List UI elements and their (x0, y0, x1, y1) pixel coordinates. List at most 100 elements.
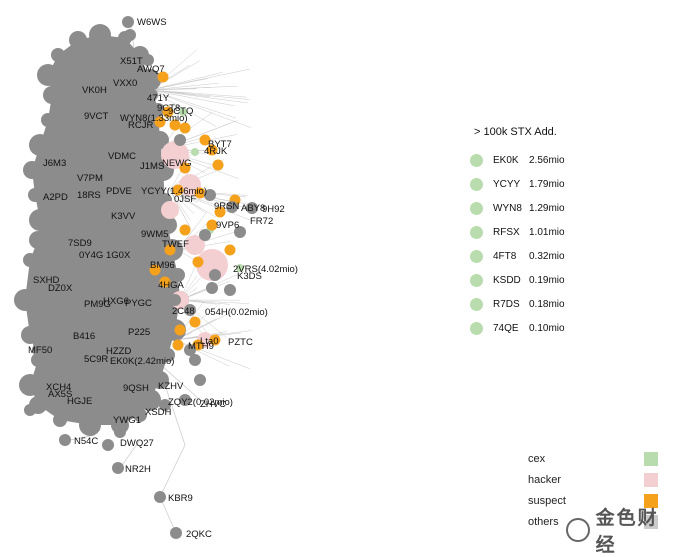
suspect-node (225, 245, 236, 256)
cex-dot-icon (470, 202, 483, 215)
node-label: 2C48 (172, 306, 195, 317)
node-label: AWQ7 (137, 64, 165, 75)
legend-label: hacker (528, 474, 561, 486)
node-label: EK0K(2.42mio) (110, 356, 174, 367)
graph-node (169, 294, 181, 306)
graph-node (23, 253, 37, 267)
node-label: 18RS (77, 190, 101, 201)
legend-item-hacker: hacker (528, 469, 658, 490)
node-label: 9RSN (214, 201, 239, 212)
node-label: 9QSH (123, 383, 149, 394)
cex-dot-icon (470, 154, 483, 167)
graph-node (174, 134, 186, 146)
graph-node (37, 64, 59, 86)
node-label: KBR9 (168, 493, 193, 504)
graph-node (89, 24, 111, 46)
node-label: 9VP6 (216, 220, 239, 231)
node-label: TWEF (162, 239, 189, 250)
cex-dot-icon (470, 250, 483, 263)
graph-node (21, 326, 39, 344)
node-label: P225 (128, 327, 150, 338)
legend-label: suspect (528, 495, 566, 507)
address-amount: 1.79mio (529, 179, 565, 190)
graph-node (122, 16, 134, 28)
graph-node (112, 462, 124, 474)
node-label: HGJE (67, 396, 92, 407)
cex-node (191, 148, 199, 156)
node-label: J1MS (140, 161, 164, 172)
node-label: NEWG (162, 158, 192, 169)
graph-node (41, 113, 55, 127)
suspect-node (213, 160, 224, 171)
node-label: KZHV (158, 381, 184, 392)
graph-node (189, 354, 201, 366)
address-amount: 0.19mio (529, 275, 565, 286)
address-amount: 0.10mio (529, 323, 565, 334)
graph-node (29, 231, 47, 249)
node-label: VDMC (108, 151, 136, 162)
address-code: RFSX (493, 227, 529, 238)
legend-item-cex: cex (528, 448, 658, 469)
cex-dot-icon (470, 274, 483, 287)
suspect-node (180, 225, 191, 236)
suspect-node (190, 317, 201, 328)
graph-node (224, 284, 236, 296)
graph-node (19, 374, 41, 396)
node-label: 5C9R (84, 354, 108, 365)
node-label: NR2H (125, 464, 151, 475)
watermark: 金色财经 (562, 512, 678, 548)
watermark-logo-icon (566, 518, 590, 542)
node-label: V7PM (77, 173, 103, 184)
node-label: W6WS (137, 17, 167, 28)
node-label: PYGC (125, 298, 152, 309)
legend-swatch (644, 473, 658, 487)
address-amount: 0.18mio (529, 299, 565, 310)
graph-node (43, 86, 61, 104)
node-label: PZTC (228, 337, 253, 348)
address-amount: 2.56mio (529, 155, 565, 166)
node-label: YWG1 (113, 415, 141, 426)
graph-node (206, 282, 218, 294)
node-label: DZ0X (48, 283, 73, 294)
node-label: MF50 (28, 345, 52, 356)
node-label: ZHVC (200, 399, 226, 410)
legend-swatch (644, 452, 658, 466)
node-label: PM9G (84, 299, 111, 310)
node-label: A2PD (43, 192, 68, 203)
graph-node (51, 48, 65, 62)
graph-node (24, 404, 36, 416)
node-label: K3DS (237, 271, 262, 282)
node-label: J6M3 (43, 158, 66, 169)
suspect-node (175, 325, 186, 336)
address-amount: 1.01mio (529, 227, 565, 238)
node-label: 054H(0.02mio) (205, 307, 268, 318)
node-label: BM96 (150, 260, 175, 271)
node-label: 4HGA (158, 280, 185, 291)
graph-node (59, 434, 71, 446)
graph-node (29, 209, 51, 231)
node-label: DWQ27 (120, 438, 154, 449)
graph-node (14, 289, 36, 311)
graph-node (79, 414, 101, 436)
graph-node (209, 269, 221, 281)
node-label: 0Y4G (79, 250, 103, 261)
graph-node (29, 134, 51, 156)
node-label: PDVE (106, 186, 132, 197)
panel-title: > 100k STX Add. (474, 126, 670, 138)
node-label: B416 (73, 331, 95, 342)
node-label: XSDH (145, 407, 172, 418)
graph-node (69, 31, 87, 49)
node-label: 7SD9 (68, 238, 92, 249)
node-label: Lta0 (200, 336, 219, 347)
graph-node (124, 29, 136, 41)
